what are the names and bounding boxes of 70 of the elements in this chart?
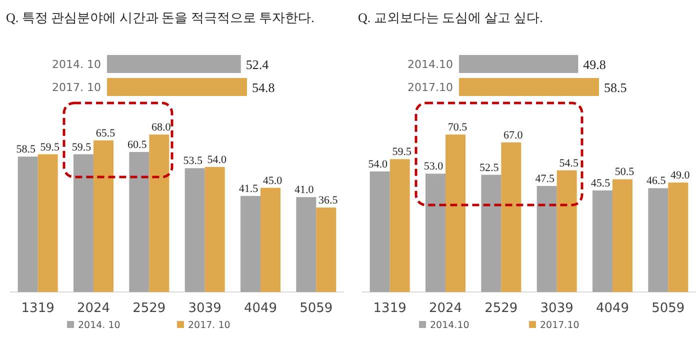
x-tick-label: 3039 [188,301,222,316]
data-label: 53.0 [424,160,444,173]
legend-label: 2014.10 [430,320,470,331]
data-label: 54.0 [368,158,388,170]
data-label: 59.5 [392,146,412,158]
bar [612,179,632,292]
x-tick-label: 2529 [132,301,166,316]
data-label: 53.5 [183,155,203,168]
x-tick-label: 4049 [244,301,278,316]
x-tick-label: 4049 [596,301,630,316]
data-label: 46.5 [646,175,666,188]
data-label: 68.0 [152,122,172,134]
legend-label: 2017.10 [540,320,580,331]
bar [316,208,336,292]
x-tick-label: 1319 [373,301,406,316]
bar [536,186,557,292]
bar [446,134,466,292]
bar [74,154,94,292]
data-label: 52.4 [246,57,270,72]
bar [240,196,260,292]
chart-title: Q. 특정 관심분야에 시간과 돈을 적극적으로 투자한다. [6,10,314,25]
bar [426,174,446,292]
bar [149,134,170,292]
x-tick-label: 3039 [540,301,574,316]
data-label: 41.5 [238,182,259,195]
bar [129,152,150,292]
bar [204,167,225,292]
data-label: 49.8 [583,57,606,72]
bar [370,171,390,292]
bar [390,159,410,292]
bar [592,190,612,292]
x-tick-label: 5059 [652,301,685,316]
data-label: 50.5 [614,166,635,178]
x-tick-label: 2024 [428,301,462,316]
data-label: 58.5 [604,80,627,95]
bar [668,182,688,292]
data-label: 45.0 [262,174,283,187]
x-tick-label: 5059 [300,301,333,316]
bar [18,156,38,292]
data-label: 59.5 [72,141,92,154]
data-label: 54.8 [252,80,275,95]
data-label: 59.5 [40,141,60,154]
data-label: 70.5 [448,122,468,134]
bar [296,197,316,292]
chart-title: Q. 교외보다는 도심에 살고 싶다. [358,10,543,25]
data-label: 54.0 [207,154,227,166]
legend-label: 2014. 10 [78,320,120,331]
bar [481,174,502,292]
data-label: 47.5 [535,172,555,185]
data-label: 41.0 [294,184,314,196]
data-label: 45.5 [590,177,611,190]
data-label: 49.0 [670,170,690,182]
x-tick-label: 2024 [76,301,110,316]
data-label: 60.5 [128,138,148,151]
bar [648,188,668,292]
bar [556,170,577,292]
x-tick-label: 1319 [21,301,54,316]
data-label: 36.5 [318,194,338,207]
data-label: 58.5 [16,144,36,156]
legend-label: 2017. 10 [188,320,230,331]
bar [184,168,205,292]
data-label: 52.5 [480,162,500,174]
bar [38,154,58,292]
data-label: 65.5 [96,127,116,140]
x-tick-label: 2529 [484,301,518,316]
bar [260,188,280,292]
bar [501,142,522,292]
bar [94,140,114,292]
data-label: 54.5 [559,157,579,170]
data-label: 67.0 [504,129,524,142]
